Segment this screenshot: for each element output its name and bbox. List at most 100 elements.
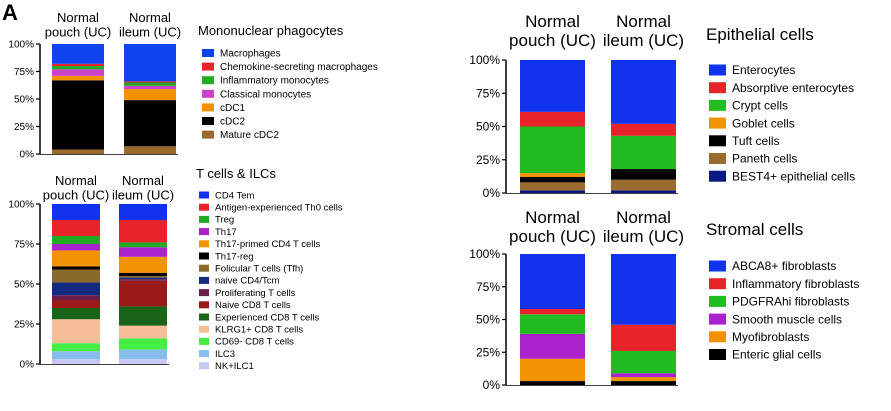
bar-segment	[124, 81, 176, 83]
legend-swatch	[199, 215, 209, 223]
bar-segment	[611, 381, 676, 385]
legend-swatch	[709, 99, 726, 111]
bar-segment	[119, 276, 167, 278]
y-tick-label: 100%	[8, 40, 34, 51]
legend-swatch	[199, 276, 209, 284]
y-tick-label: 25%	[14, 320, 34, 331]
y-tick-label: 75%	[476, 86, 500, 100]
bar-segment	[119, 247, 167, 257]
legend-label: CD69- CD8 T cells	[215, 337, 294, 348]
legend-label: KLRG1+ CD8 T cells	[215, 325, 303, 336]
legend-label: Proliferating T cells	[215, 288, 296, 299]
legend-label: Folicular T cells (Tfh)	[215, 264, 303, 275]
bar-segment	[520, 177, 585, 183]
bar-segment	[52, 295, 100, 300]
bar-segment	[52, 44, 104, 64]
legend-swatch	[709, 82, 726, 94]
bar-segment	[52, 282, 100, 296]
y-tick-label: 100%	[469, 53, 500, 67]
bar-segment	[611, 190, 676, 193]
bar-segment	[119, 279, 167, 281]
legend-swatch	[199, 264, 209, 272]
bar-segment	[611, 169, 676, 180]
bar-segment	[124, 100, 176, 147]
legend-label: Paneth cells	[732, 152, 797, 166]
legend-swatch	[202, 76, 214, 85]
legend-label: Macrophages	[220, 49, 281, 60]
legend-swatch	[709, 170, 726, 182]
chart-title: Stromal cells	[706, 220, 803, 239]
category-label-line1: Normal	[129, 10, 171, 25]
y-tick-label: 25%	[476, 345, 500, 359]
legend-swatch	[199, 325, 209, 333]
legend-swatch	[202, 117, 214, 125]
legend-label: Treg	[215, 215, 234, 226]
legend-swatch	[199, 191, 209, 199]
bar-segment	[119, 359, 167, 364]
bar-segment	[52, 269, 100, 283]
bar-segment	[124, 146, 176, 154]
bar-segment	[52, 69, 104, 76]
legend-label: Experienced CD8 T cells	[215, 312, 319, 323]
y-tick-label: 50%	[14, 95, 34, 106]
bar-segment	[119, 338, 167, 350]
legend-label: ILC3	[215, 349, 235, 360]
legend-swatch	[709, 135, 726, 147]
bar-segment	[520, 173, 585, 178]
bar-segment	[119, 325, 167, 339]
bar-segment	[52, 75, 104, 81]
legend-label: Enterocytes	[732, 63, 795, 77]
legend-swatch	[199, 362, 209, 370]
bar-segment	[124, 89, 176, 101]
legend-label: Classical monocytes	[220, 89, 311, 100]
bar-segment	[52, 343, 100, 352]
bar-segment	[52, 220, 100, 236]
legend-label: Enteric glial cells	[732, 348, 821, 362]
legend-swatch	[199, 240, 209, 248]
legend-swatch	[709, 260, 726, 272]
bar-segment	[520, 333, 585, 359]
bar-segment	[611, 135, 676, 170]
y-tick-label: 75%	[14, 240, 34, 251]
legend-label: Smooth muscle cells	[732, 312, 842, 326]
category-label-line1: Normal	[55, 173, 97, 188]
y-tick-label: 100%	[8, 200, 34, 211]
legend-swatch	[202, 89, 214, 98]
y-tick-label: 25%	[14, 122, 34, 133]
bar-segment	[52, 204, 100, 220]
legend-label: NK+ILC1	[215, 361, 254, 372]
legend-swatch	[709, 349, 726, 360]
category-label-line1: Normal	[616, 208, 671, 227]
bar-segment	[124, 44, 176, 82]
legend-swatch	[202, 130, 214, 139]
bar-segment	[52, 244, 100, 251]
panel-letter: A	[2, 0, 18, 25]
bar-segment	[611, 123, 676, 136]
legend-label: Antigen-experienced Th0 cells	[215, 203, 343, 214]
legend-swatch	[709, 331, 726, 343]
bar-segment	[124, 85, 176, 90]
chart-title: T cells & ILCs	[196, 166, 276, 181]
legend-label: cDC1	[220, 103, 245, 114]
bar-segment	[611, 60, 676, 124]
bar-segment	[520, 111, 585, 127]
bar-segment	[52, 351, 100, 360]
legend-swatch	[709, 153, 726, 164]
legend-label: cDC2	[220, 117, 245, 128]
category-label-line1: Normal	[616, 12, 671, 31]
bar-segment	[119, 349, 167, 360]
legend-label: Crypt cells	[732, 99, 788, 113]
category-label-line2: ileum (UC)	[603, 31, 684, 50]
bar-segment	[611, 179, 676, 191]
legend-swatch	[202, 62, 214, 71]
bar-segment	[124, 82, 176, 86]
category-label-line2: pouch (UC)	[45, 25, 111, 40]
bar-segment	[119, 277, 167, 280]
bar-segment	[119, 280, 167, 307]
bar-segment	[52, 66, 104, 70]
y-tick-label: 75%	[476, 280, 500, 294]
legend-swatch	[199, 203, 209, 211]
legend-label: Goblet cells	[732, 116, 795, 130]
category-label-line2: pouch (UC)	[509, 227, 596, 246]
